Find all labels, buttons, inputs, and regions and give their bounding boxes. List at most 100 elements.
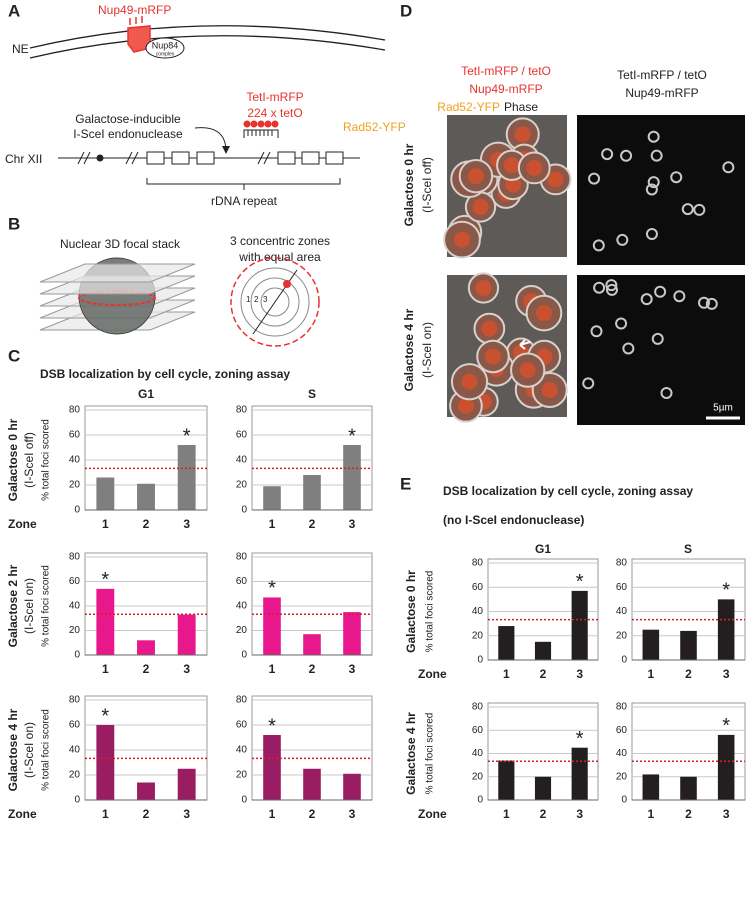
row-label: Galactose 0 hr: [404, 570, 418, 653]
bar: [263, 597, 281, 655]
zone-diagram: [230, 257, 320, 347]
nup84-shape: [145, 37, 185, 59]
column-header: G1: [535, 542, 551, 556]
x-tick-label: 2: [309, 807, 316, 821]
panel-label: D: [400, 1, 412, 20]
y-tick-label: 80: [236, 405, 248, 416]
micrographs: [443, 115, 745, 425]
row-condition: (I-SceI off): [420, 157, 434, 213]
nucleus: [698, 296, 711, 309]
row-condition: (I-SceI on): [22, 722, 36, 778]
nucleus: [582, 377, 595, 390]
bar: [177, 614, 196, 655]
y-tick-label: 0: [74, 650, 80, 661]
y-tick-label: 60: [472, 725, 484, 736]
x-tick-label: 1: [647, 807, 654, 821]
nucleus: [645, 227, 658, 240]
y-tick-label: 80: [69, 695, 81, 706]
bar: [571, 747, 588, 800]
label: Chr XII: [5, 152, 42, 166]
x-tick-label: 1: [102, 517, 109, 531]
bar: [343, 445, 361, 510]
bar: [534, 776, 552, 800]
panel-label: B: [8, 214, 20, 233]
nucleus: [590, 325, 603, 338]
y-tick-label: 60: [236, 576, 248, 587]
significance-mark: *: [101, 569, 109, 591]
label: 3 concentric zones: [230, 234, 330, 248]
nup49-shape: [127, 16, 151, 53]
panel-label: A: [8, 1, 20, 20]
zone-number: 2: [254, 295, 259, 304]
nucleus: [722, 161, 735, 174]
nucleus: [535, 305, 552, 322]
x-tick-label: 3: [723, 807, 730, 821]
label: I-SceI endonuclease: [73, 127, 183, 141]
nucleus: [605, 283, 618, 296]
label: rDNA repeat: [211, 194, 278, 208]
nucleus: [541, 381, 558, 398]
bar: [263, 735, 281, 800]
y-tick-label: 60: [69, 430, 81, 441]
y-tick-label: 0: [477, 795, 483, 806]
bar: [498, 760, 515, 800]
y-tick-label: 80: [69, 405, 81, 416]
y-tick-label: 80: [69, 552, 81, 563]
bar: [498, 626, 515, 660]
bar: [137, 483, 155, 510]
x-tick-label: 1: [269, 807, 276, 821]
label: Rad52-YFP: [343, 120, 406, 134]
x-tick-label: 3: [349, 517, 356, 531]
y-tick-label: 60: [69, 720, 81, 731]
zone-label: Zone: [418, 667, 447, 681]
nucleus: [454, 231, 471, 248]
x-tick-label: 2: [685, 807, 692, 821]
y-tick-label: 80: [472, 702, 484, 713]
y-tick-label: 20: [236, 480, 248, 491]
x-tick-label: 1: [503, 667, 510, 681]
y-tick-label: 80: [472, 558, 484, 569]
x-tick-label: 2: [685, 667, 692, 681]
significance-mark: *: [268, 715, 276, 737]
y-tick-label: 40: [472, 748, 484, 759]
panel-title: DSB localization by cell cycle, zoning a…: [443, 484, 693, 498]
y-tick-label: 60: [236, 430, 248, 441]
nucleus: [526, 159, 543, 176]
y-tick-label: 0: [477, 655, 483, 666]
label: Nup84: [152, 40, 179, 50]
label: TetI-mRFP / tetO: [617, 68, 707, 82]
significance-mark: *: [101, 705, 109, 727]
bar: [717, 599, 735, 660]
nucleus: [547, 171, 564, 188]
x-tick-label: 1: [102, 662, 109, 676]
row-label: Galactose 0 hr: [402, 143, 416, 226]
bar: [343, 773, 361, 800]
label: Rad52-YFP: [437, 100, 500, 114]
x-tick-label: 2: [309, 662, 316, 676]
bar: [137, 782, 155, 800]
y-tick-label: 60: [472, 582, 484, 593]
nucleus: [650, 149, 663, 162]
nucleus: [681, 203, 694, 216]
y-tick-label: 20: [69, 625, 81, 636]
y-tick-label: 0: [74, 505, 80, 516]
nucleus: [514, 126, 531, 143]
x-tick-label: 3: [183, 807, 190, 821]
bar: [303, 475, 321, 510]
nucleus: [660, 386, 673, 399]
y-axis-label: % total foci scored: [41, 419, 52, 501]
label: complex: [156, 51, 175, 57]
nucleus: [645, 183, 658, 196]
nucleus: [651, 332, 664, 345]
label: TetI-mRFP / tetO: [461, 64, 551, 78]
nucleus: [481, 320, 498, 337]
label: Nup49-mRFP: [625, 86, 698, 100]
nucleus: [503, 157, 520, 174]
micrograph: [577, 275, 745, 425]
column-header: G1: [138, 387, 154, 401]
y-tick-label: 40: [69, 455, 81, 466]
y-tick-label: 20: [472, 771, 484, 782]
x-tick-label: 3: [183, 517, 190, 531]
arrow: [194, 127, 227, 151]
bar: [96, 725, 115, 800]
